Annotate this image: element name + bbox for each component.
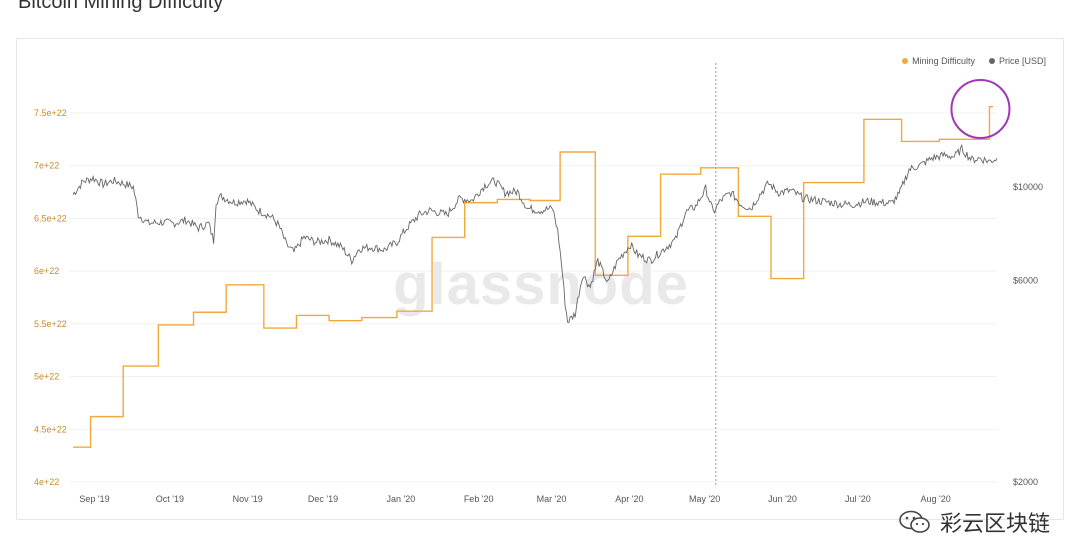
x-tick-label: Jan '20 — [386, 494, 415, 504]
x-tick-label: Jul '20 — [845, 494, 871, 504]
x-tick-label: Apr '20 — [615, 494, 643, 504]
footer-watermark: 彩云区块链 — [898, 506, 1050, 538]
page-title: Bitcoin Mining Difficulty — [18, 0, 224, 13]
x-tick-label: Jun '20 — [768, 494, 797, 504]
y-left-tick-label: 6.5e+22 — [34, 213, 67, 223]
y-right-tick-label: $2000 — [1013, 477, 1038, 487]
x-tick-label: Nov '19 — [233, 494, 263, 504]
wechat-icon — [899, 510, 930, 533]
x-tick-label: Sep '19 — [79, 494, 109, 504]
y-left-tick-label: 7e+22 — [34, 161, 59, 171]
y-right-tick-label: $6000 — [1013, 276, 1038, 286]
x-tick-label: Aug '20 — [921, 494, 951, 504]
x-tick-label: Feb '20 — [464, 494, 494, 504]
legend-dot-price — [988, 58, 995, 64]
legend-label-difficulty: Mining Difficulty — [912, 56, 975, 66]
y-left-tick-label: 7.5e+22 — [34, 108, 67, 118]
legend-dot-difficulty — [902, 58, 909, 64]
legend-item-price[interactable]: Price [USD] — [988, 56, 1046, 66]
y-left-tick-label: 4e+22 — [34, 477, 59, 487]
y-left-tick-label: 6e+22 — [34, 266, 59, 276]
y-right-tick-label: $10000 — [1013, 182, 1043, 192]
chart-svg: 4e+22 4.5e+22 5e+22 5.5e+22 6e+22 6.5e+22 7e+2… — [34, 63, 1043, 504]
legend-label-price: Price [USD] — [998, 56, 1046, 66]
chart-legend: Mining Difficulty Price [USD] — [902, 56, 1046, 66]
chart-container: 4e+22 4.5e+22 5e+22 5.5e+22 6e+22 6.5e+22 7e+2… — [16, 38, 1064, 520]
highlight-circle — [950, 79, 1011, 139]
legend-item-difficulty[interactable]: Mining Difficulty — [902, 56, 975, 66]
series-price-usd — [72, 143, 998, 324]
x-tick-label: Oct '19 — [156, 494, 184, 504]
glassnode-watermark: glassnode — [393, 252, 689, 317]
x-tick-label: Dec '19 — [308, 494, 338, 504]
x-tick-label: Mar '20 — [537, 494, 567, 504]
x-tick-label: May '20 — [689, 494, 720, 504]
y-left-tick-label: 4.5e+22 — [34, 424, 67, 434]
series-mining-difficulty — [73, 105, 993, 448]
y-left-tick-label: 5.5e+22 — [34, 319, 67, 329]
y-left-tick-label: 5e+22 — [34, 372, 59, 382]
footer-watermark-text: 彩云区块链 — [939, 512, 1050, 537]
